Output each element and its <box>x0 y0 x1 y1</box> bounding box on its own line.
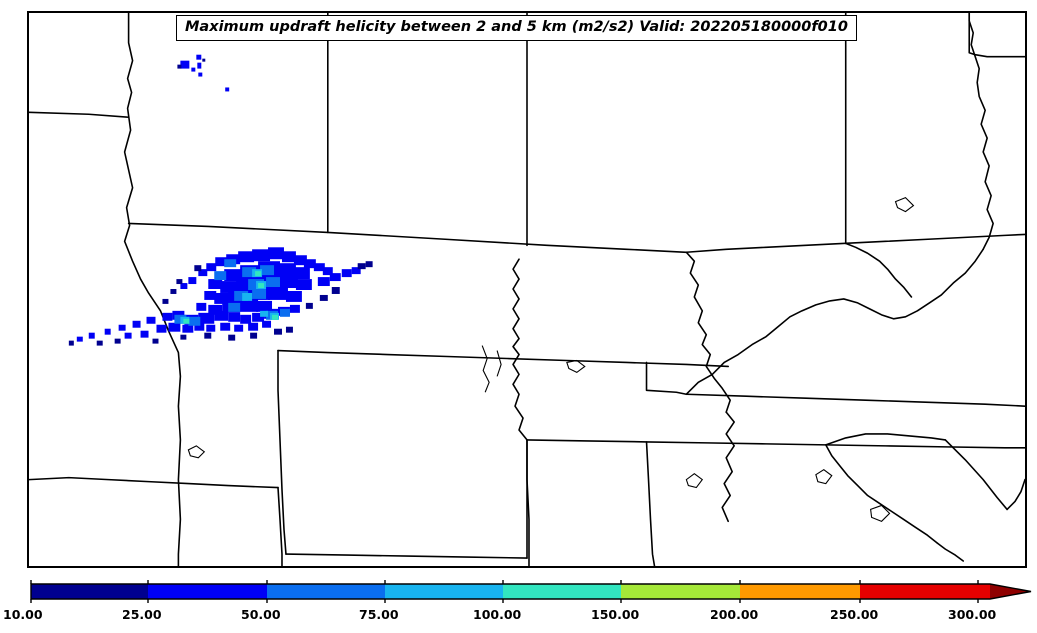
colorbar-outline <box>30 583 1032 600</box>
colorbar-tick-label-25: 25.00 <box>122 607 162 622</box>
colorbar-bands <box>31 584 1031 599</box>
colorbar: 10.00 25.00 50.00 75.00 100.00 150.00 20… <box>0 578 1037 633</box>
colorbar-tick-label-50: 50.00 <box>241 607 281 622</box>
colorbar-band-25-50 <box>148 584 267 599</box>
plot-title: Maximum updraft helicity between 2 and 5… <box>176 15 857 41</box>
colorbar-tick-label-250: 250.00 <box>830 607 879 622</box>
colorbar-band-10-25 <box>31 584 148 599</box>
plot-title-text: Maximum updraft helicity between 2 and 5… <box>185 19 848 35</box>
state-boundaries <box>29 13 1025 566</box>
colorbar-tick-label-10: 10.00 <box>3 607 43 622</box>
colorbar-ticks <box>30 580 979 603</box>
updraft-helicity-field <box>68 54 373 346</box>
helicity-cluster-minnesota-iowa <box>177 54 230 92</box>
lakes-and-rivers <box>187 197 915 522</box>
map-panel <box>27 11 1027 568</box>
helicity-cluster-missouri <box>68 247 373 346</box>
map-canvas <box>29 13 1025 566</box>
colorbar-tick-label-100: 100.00 <box>473 607 522 622</box>
colorbar-tick-label-150: 150.00 <box>591 607 640 622</box>
colorbar-tick-label-75: 75.00 <box>359 607 399 622</box>
colorbar-band-75-100 <box>385 584 503 599</box>
colorbar-band-250-300 <box>860 584 990 599</box>
colorbar-band-50-75 <box>267 584 385 599</box>
colorbar-canvas <box>30 580 1032 603</box>
colorbar-tick-label-200: 200.00 <box>710 607 759 622</box>
colorbar-band-100-150 <box>503 584 621 599</box>
colorbar-tick-label-300: 300.00 <box>948 607 997 622</box>
colorbar-band-200-250 <box>740 584 860 599</box>
colorbar-overflow-arrow <box>990 584 1031 599</box>
colorbar-band-150-200 <box>621 584 740 599</box>
